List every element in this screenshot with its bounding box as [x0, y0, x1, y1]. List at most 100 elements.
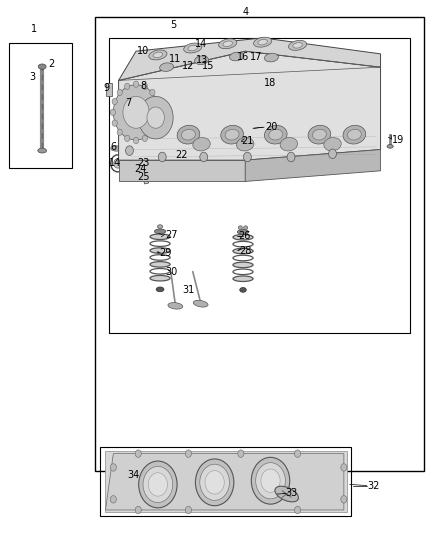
- Circle shape: [148, 473, 167, 496]
- Circle shape: [142, 135, 148, 142]
- Ellipse shape: [188, 45, 198, 51]
- Text: 23: 23: [137, 158, 149, 168]
- Circle shape: [238, 450, 244, 457]
- Ellipse shape: [280, 138, 297, 151]
- Ellipse shape: [200, 46, 207, 53]
- Circle shape: [135, 450, 141, 457]
- Ellipse shape: [150, 234, 170, 239]
- Circle shape: [155, 99, 160, 105]
- Ellipse shape: [194, 56, 208, 64]
- Circle shape: [112, 120, 117, 126]
- Ellipse shape: [153, 52, 162, 58]
- Polygon shape: [245, 150, 381, 181]
- Circle shape: [113, 85, 159, 140]
- Text: 6: 6: [110, 142, 117, 152]
- Circle shape: [341, 496, 347, 503]
- Polygon shape: [119, 160, 245, 181]
- Ellipse shape: [240, 56, 245, 61]
- Circle shape: [110, 109, 116, 116]
- Circle shape: [264, 80, 274, 92]
- Ellipse shape: [233, 276, 253, 281]
- Polygon shape: [119, 51, 381, 160]
- Circle shape: [287, 152, 295, 162]
- Circle shape: [150, 129, 155, 135]
- Circle shape: [328, 149, 336, 159]
- Ellipse shape: [157, 225, 162, 229]
- Polygon shape: [106, 454, 344, 510]
- Circle shape: [117, 129, 122, 135]
- Ellipse shape: [168, 152, 183, 158]
- Text: 12: 12: [182, 61, 194, 70]
- Ellipse shape: [233, 235, 253, 240]
- Text: 8: 8: [140, 81, 146, 91]
- Ellipse shape: [173, 59, 179, 64]
- Ellipse shape: [265, 125, 287, 144]
- Circle shape: [123, 96, 149, 128]
- Circle shape: [195, 459, 234, 506]
- Circle shape: [110, 464, 117, 471]
- Text: 33: 33: [285, 489, 297, 498]
- Text: 1: 1: [31, 25, 37, 35]
- Ellipse shape: [237, 230, 249, 235]
- Text: 7: 7: [125, 98, 131, 108]
- Ellipse shape: [347, 130, 361, 140]
- Ellipse shape: [150, 248, 170, 253]
- Ellipse shape: [154, 229, 166, 234]
- Circle shape: [244, 152, 251, 162]
- Text: 2: 2: [48, 60, 54, 69]
- Text: 3: 3: [29, 72, 35, 82]
- Ellipse shape: [275, 486, 298, 502]
- Ellipse shape: [181, 130, 195, 140]
- Circle shape: [155, 120, 160, 126]
- Bar: [95, 17, 424, 471]
- Ellipse shape: [238, 226, 242, 230]
- Text: 18: 18: [264, 78, 276, 87]
- Ellipse shape: [38, 148, 46, 153]
- Text: 25: 25: [137, 172, 149, 182]
- Ellipse shape: [149, 50, 167, 60]
- Ellipse shape: [258, 39, 268, 45]
- Ellipse shape: [343, 125, 366, 144]
- Circle shape: [251, 457, 290, 504]
- Circle shape: [114, 159, 122, 168]
- Circle shape: [147, 107, 164, 128]
- Ellipse shape: [156, 287, 164, 292]
- Text: 26: 26: [238, 231, 251, 241]
- Circle shape: [134, 159, 141, 167]
- Ellipse shape: [150, 276, 170, 281]
- Text: 13: 13: [196, 55, 208, 65]
- Ellipse shape: [150, 262, 170, 267]
- Circle shape: [110, 496, 117, 503]
- Ellipse shape: [233, 262, 253, 268]
- Polygon shape: [119, 38, 381, 80]
- Ellipse shape: [230, 52, 244, 61]
- Ellipse shape: [193, 138, 210, 151]
- Text: 20: 20: [265, 122, 278, 132]
- Ellipse shape: [168, 303, 183, 309]
- Ellipse shape: [312, 130, 326, 140]
- Text: 27: 27: [166, 230, 178, 240]
- Circle shape: [200, 464, 230, 500]
- Ellipse shape: [308, 125, 331, 144]
- Ellipse shape: [225, 130, 239, 140]
- Ellipse shape: [111, 146, 122, 151]
- Text: 34: 34: [128, 471, 140, 480]
- Bar: [106, 83, 112, 96]
- Ellipse shape: [38, 64, 46, 69]
- Circle shape: [185, 450, 191, 457]
- Bar: [105, 451, 347, 512]
- Text: 9: 9: [103, 83, 110, 93]
- Bar: [9, 43, 72, 168]
- Text: 30: 30: [166, 267, 178, 277]
- Ellipse shape: [177, 125, 200, 144]
- Ellipse shape: [240, 287, 246, 292]
- Ellipse shape: [324, 138, 341, 151]
- Circle shape: [135, 506, 141, 514]
- Text: 15: 15: [201, 61, 214, 70]
- Ellipse shape: [193, 300, 208, 307]
- Ellipse shape: [269, 130, 283, 140]
- Circle shape: [200, 152, 208, 162]
- Text: 19: 19: [392, 135, 404, 145]
- Circle shape: [124, 135, 130, 142]
- Ellipse shape: [293, 43, 302, 48]
